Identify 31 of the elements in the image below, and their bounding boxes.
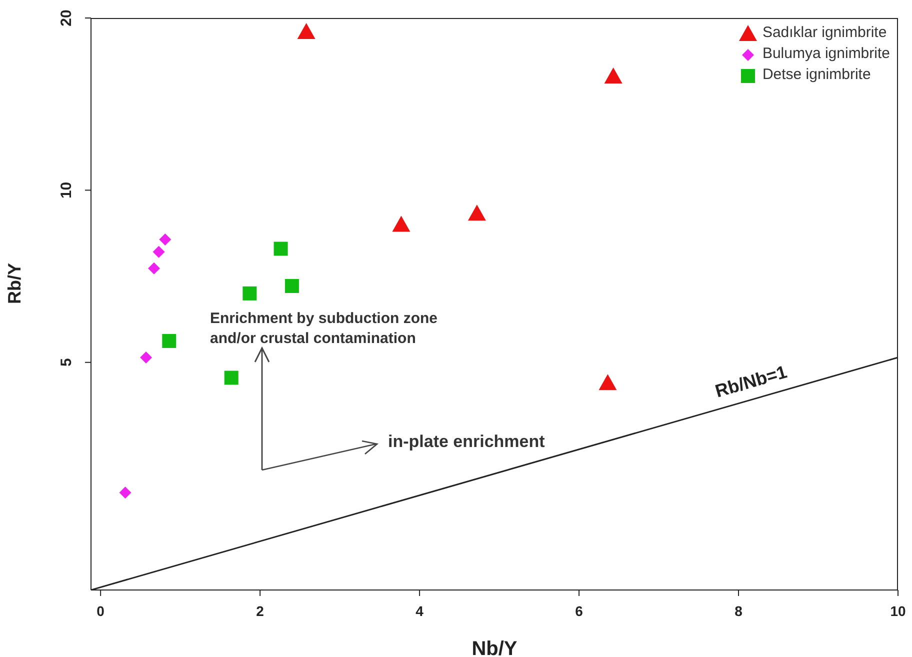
point [159,233,172,246]
legend-label: Sadıklar ignimbrite [762,24,887,41]
point [242,286,257,300]
annotation: Enrichment by subduction zone and/or crustal contamination [210,310,438,347]
y-tick-label: 5 [58,358,75,367]
x-tick-label: 8 [734,603,743,619]
point [152,246,165,258]
y-tick-label: 20 [58,10,75,26]
point [224,370,238,385]
point [119,486,132,499]
x-tick-label: 6 [575,603,584,619]
point [598,374,617,390]
point [140,351,152,364]
point [284,278,299,293]
point [468,204,486,221]
y-axis-title: Rb/Y [4,262,24,304]
x-tick-label: 0 [96,603,105,619]
point [274,242,288,256]
x-axis-title: Nb/Y [472,638,518,657]
point [604,68,622,84]
legend-label: Detse ignimbrite [762,66,871,83]
x-tick-label: 10 [890,603,906,619]
x-tick-label: 2 [256,603,264,619]
point [297,23,316,40]
annotation: in-plate enrichment [388,432,546,451]
x-tick-label: 4 [416,603,424,619]
point [148,262,160,274]
y-tick-label: 10 [58,182,75,199]
legend-label: Bulumya ignimbrite [762,45,890,62]
point [162,334,176,348]
point [392,216,410,232]
